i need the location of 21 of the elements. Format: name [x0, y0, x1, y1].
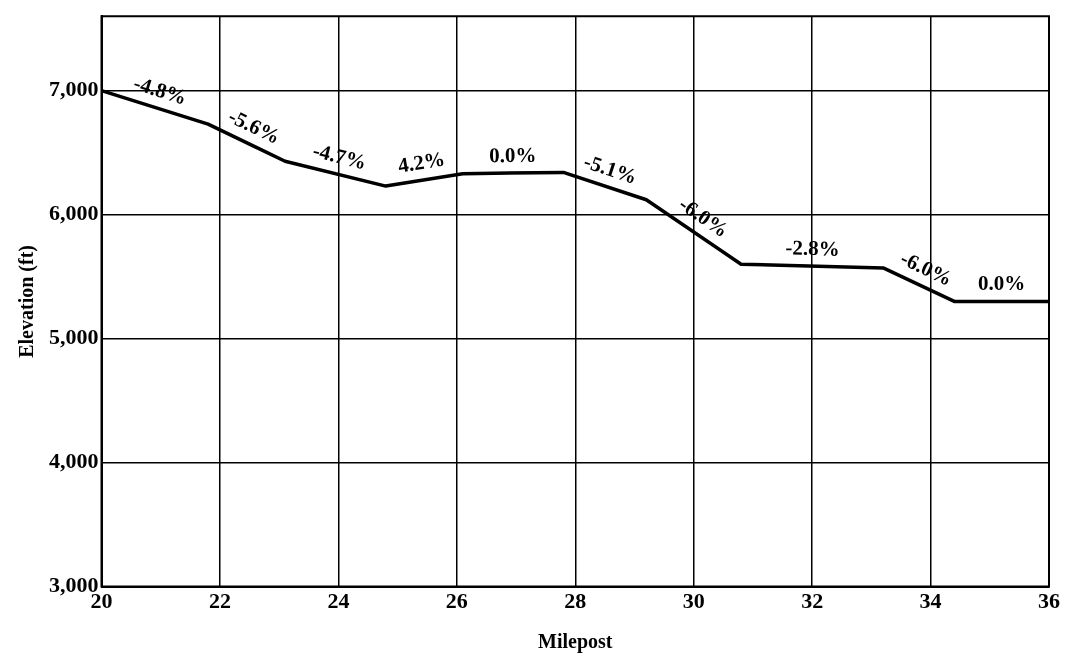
y-tick-label: 6,000: [49, 200, 99, 226]
y-tick-label: 7,000: [49, 76, 99, 102]
annotation: -6.0%: [896, 245, 957, 291]
annotation: 4.2%: [396, 146, 447, 178]
x-tick-label: 36: [1038, 588, 1060, 614]
x-tick-label: 34: [919, 588, 942, 614]
annotation: -4.7%: [310, 137, 369, 175]
x-tick-label: 28: [564, 588, 587, 614]
annotation: 0.0%: [978, 271, 1026, 296]
y-tick-label: 5,000: [49, 324, 99, 350]
x-axis-title: Milepost: [538, 630, 613, 654]
y-tick-label: 4,000: [49, 448, 99, 474]
annotation: -5.1%: [580, 149, 641, 189]
annotation: -5.6%: [224, 103, 285, 150]
x-tick-label: 32: [801, 588, 824, 614]
y-axis-title: Elevation (ft): [15, 245, 39, 358]
annotation: 0.0%: [489, 142, 537, 168]
x-tick-label: 30: [682, 588, 705, 614]
x-tick-label: 24: [327, 588, 350, 614]
x-tick-label: 22: [208, 588, 231, 614]
x-tick-label: 26: [445, 588, 468, 614]
